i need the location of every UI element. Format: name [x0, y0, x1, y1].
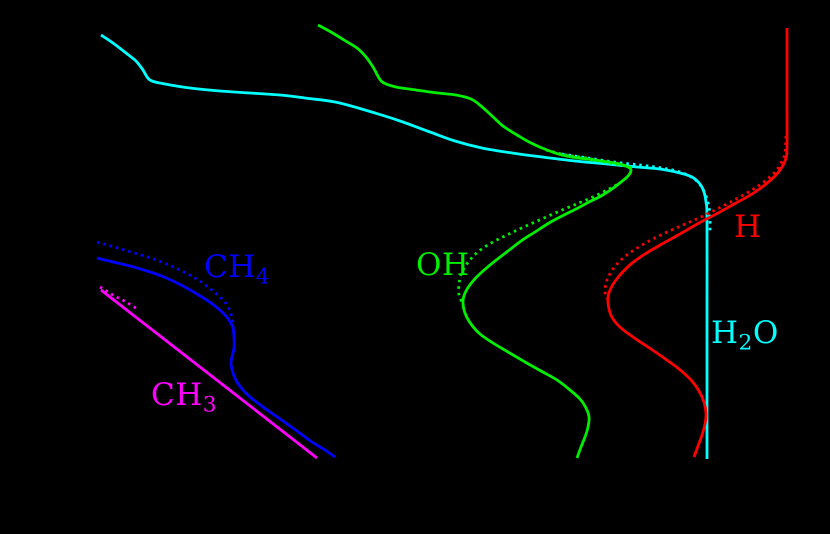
label-text: H [711, 315, 739, 351]
label-text: CH [151, 377, 203, 413]
curve-ch4-solid [96, 256, 336, 459]
curve-ch3-dotted [99, 285, 140, 312]
label-text: OH [416, 247, 470, 283]
label-text: O [752, 315, 779, 351]
label-text: H [734, 209, 762, 245]
label-ch3: CH3 [151, 377, 217, 416]
label-oh: OH [416, 250, 469, 281]
curve-h-solid [606, 28, 789, 458]
curve-ch4-dotted [96, 240, 235, 332]
label-subscript: 2 [738, 330, 753, 356]
label-text: CH [204, 249, 256, 285]
label-subscript: 3 [202, 392, 218, 418]
label-ch4: CH4 [204, 249, 270, 288]
curve-oh-solid [317, 23, 633, 459]
label-subscript: 4 [255, 264, 271, 290]
curve-ch3-solid [100, 288, 318, 460]
label-h2o: H2O [711, 315, 779, 354]
label-h: H [734, 212, 762, 243]
